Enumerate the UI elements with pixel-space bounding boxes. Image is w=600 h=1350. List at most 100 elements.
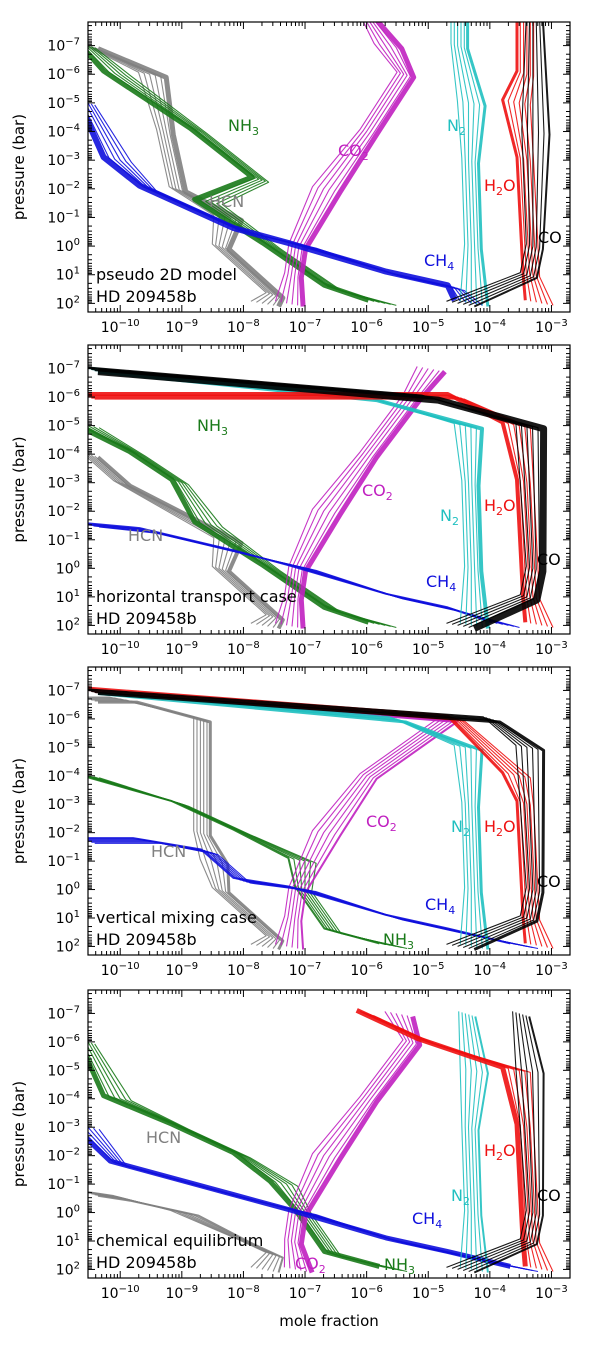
y-tick-label: 10−3 [47,795,80,813]
species-label-co: CO [538,228,562,247]
series-nh3 [93,426,391,627]
x-tick-label: 10−3 [535,318,568,336]
species-label-hcn: HCN [151,842,186,861]
species-label-ch4: CH4 [425,895,455,917]
plot-frame [87,989,571,1279]
x-tick-label: 10−4 [474,318,507,336]
series-n2 [464,1013,472,1270]
series-group [88,1008,554,1274]
series-hcn [90,454,277,627]
x-tick-label: 10−3 [535,640,568,658]
series-co2 [274,22,398,302]
y-tick-label: 10−7 [47,360,80,378]
series-n2 [450,22,466,302]
species-label-n2: N2 [451,817,470,839]
series-co2 [298,1015,423,1274]
series-hcn [88,457,267,624]
y-tick-label: 100 [56,1204,80,1222]
x-tick-label: 10−8 [227,961,260,979]
y-tick-label: 10−1 [47,531,80,549]
series-hcn [88,696,267,945]
y-tick-label: 102 [56,616,80,634]
plot-frame [87,666,571,956]
y-tick-label: 10−2 [47,180,80,198]
series-nh3 [88,1045,391,1269]
panel-title: horizontal transport case [96,587,297,606]
series-nh3 [88,1052,386,1268]
series-co2 [294,1014,414,1271]
series-co [94,370,541,629]
series-co [97,692,546,951]
series-nh3 [90,46,391,305]
x-tick-label: 10−4 [474,1284,507,1302]
series-co [468,22,545,306]
plot-frame [87,21,571,313]
series-hcn [88,453,274,626]
series-nh3 [88,425,386,626]
y-tick-label: 10−2 [47,824,80,842]
species-label-co: CO [537,550,561,569]
series-co2 [287,1012,407,1269]
y-tick-label: 102 [56,1260,80,1278]
series-n2 [461,1012,469,1269]
series-co [473,22,551,308]
series-co2 [290,1013,411,1270]
x-tick-label: 10−6 [350,318,383,336]
species-label-ch4: CH4 [412,1209,442,1231]
y-tick-label: 10−6 [47,65,80,83]
series-co [446,1011,527,1268]
series-n2 [457,22,472,304]
series-co2 [291,22,408,305]
x-tick-label: 10−5 [412,318,445,336]
series-n2 [94,691,483,949]
series-group [88,686,554,951]
panel-planet: HD 209458b [96,609,197,628]
y-tick-label: 10−4 [47,123,80,141]
y-axis-label: pressure (bar) [10,114,28,220]
species-label-ch4: CH4 [424,251,454,273]
x-tick-label: 10−10 [101,961,140,979]
series-nh3 [88,426,380,625]
y-axis-label: pressure (bar) [10,758,28,864]
species-label-h2o: H2O [484,817,516,839]
species-label-hcn: HCN [128,526,163,545]
x-tick-label: 10−8 [227,318,260,336]
species-label-co2: CO2 [362,481,393,503]
x-tick-label: 10−9 [166,318,199,336]
series-co [94,691,541,950]
y-tick-label: 10−1 [47,208,80,226]
series-nh3 [88,427,370,625]
series-nh3 [88,49,370,303]
series-co [457,22,534,304]
y-tick-label: 102 [56,294,80,312]
x-tick-label: 10−8 [227,1284,260,1302]
x-tick-label: 10−3 [535,1284,568,1302]
x-tick-label: 10−9 [166,640,199,658]
panel-planet: HD 209458b [96,287,197,306]
species-label-n2: N2 [451,1186,470,1208]
plot-frame [87,344,571,635]
y-tick-label: 10−5 [47,94,80,112]
species-label-co2: CO2 [338,141,369,163]
series-n2 [460,22,478,305]
x-tick-label: 10−7 [289,1284,322,1302]
x-tick-label: 10−4 [474,640,507,658]
series-co [97,368,548,632]
series-n2 [463,22,483,306]
series-nh3 [88,46,380,303]
series-n2 [474,1016,489,1273]
y-tick-label: 10−7 [47,681,80,699]
y-tick-label: 10−3 [47,151,80,169]
x-tick-label: 10−7 [289,318,322,336]
species-label-co: CO [537,872,561,891]
y-axis-label: pressure (bar) [10,436,28,542]
series-hcn [88,46,267,302]
species-label-h2o: H2O [484,1141,516,1163]
series-nh3 [88,1054,381,1269]
series-ch4 [98,1128,539,1273]
y-tick-label: 10−7 [47,1004,80,1022]
species-label-n2: N2 [440,506,459,528]
y-tick-label: 10−3 [47,474,80,492]
series-nh3 [94,47,397,306]
species-label-hcn: HCN [146,1128,181,1147]
